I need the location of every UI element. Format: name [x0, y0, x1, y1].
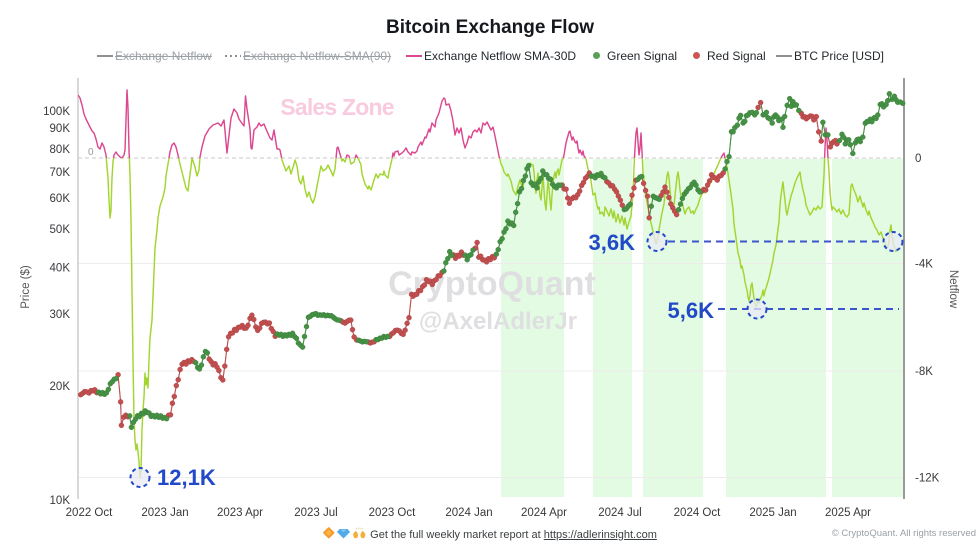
svg-text:12,1K: 12,1K	[157, 465, 216, 490]
svg-text:3,6K: 3,6K	[589, 230, 636, 255]
svg-text:Sales Zone: Sales Zone	[280, 94, 393, 120]
svg-text:2023 Jul: 2023 Jul	[294, 507, 337, 519]
svg-text:100K: 100K	[43, 106, 70, 118]
svg-text:-12K: -12K	[915, 473, 940, 485]
svg-text:@AxelAdlerJr: @AxelAdlerJr	[419, 308, 577, 335]
svg-text:80K: 80K	[50, 144, 71, 156]
svg-text:2023 Oct: 2023 Oct	[369, 507, 416, 519]
svg-text:40K: 40K	[50, 263, 71, 275]
svg-text:Price ($): Price ($)	[20, 265, 32, 309]
svg-text:-8K: -8K	[915, 366, 933, 378]
svg-text:50K: 50K	[50, 224, 71, 236]
svg-text:2023 Jan: 2023 Jan	[141, 507, 188, 519]
svg-text:2024 Oct: 2024 Oct	[674, 507, 721, 519]
svg-text:90K: 90K	[50, 123, 71, 135]
svg-text:0: 0	[915, 153, 921, 165]
svg-text:70K: 70K	[50, 167, 71, 179]
svg-text:-4K: -4K	[915, 259, 933, 271]
svg-text:CryptoQuant: CryptoQuant	[388, 265, 596, 303]
svg-text:2024 Jul: 2024 Jul	[598, 507, 641, 519]
svg-text:2022 Oct: 2022 Oct	[66, 507, 113, 519]
svg-text:2024 Jan: 2024 Jan	[445, 507, 492, 519]
svg-text:Netflow: Netflow	[947, 270, 959, 309]
svg-text:2023 Apr: 2023 Apr	[217, 507, 263, 519]
svg-text:30K: 30K	[50, 309, 71, 321]
svg-text:5,6K: 5,6K	[668, 298, 715, 323]
svg-text:2024 Apr: 2024 Apr	[521, 507, 567, 519]
svg-text:10K: 10K	[50, 495, 71, 507]
svg-text:2025 Apr: 2025 Apr	[825, 507, 871, 519]
svg-text:2025 Jan: 2025 Jan	[749, 507, 796, 519]
svg-text:60K: 60K	[50, 193, 71, 205]
svg-text:20K: 20K	[50, 381, 71, 393]
svg-text:0: 0	[88, 147, 94, 158]
